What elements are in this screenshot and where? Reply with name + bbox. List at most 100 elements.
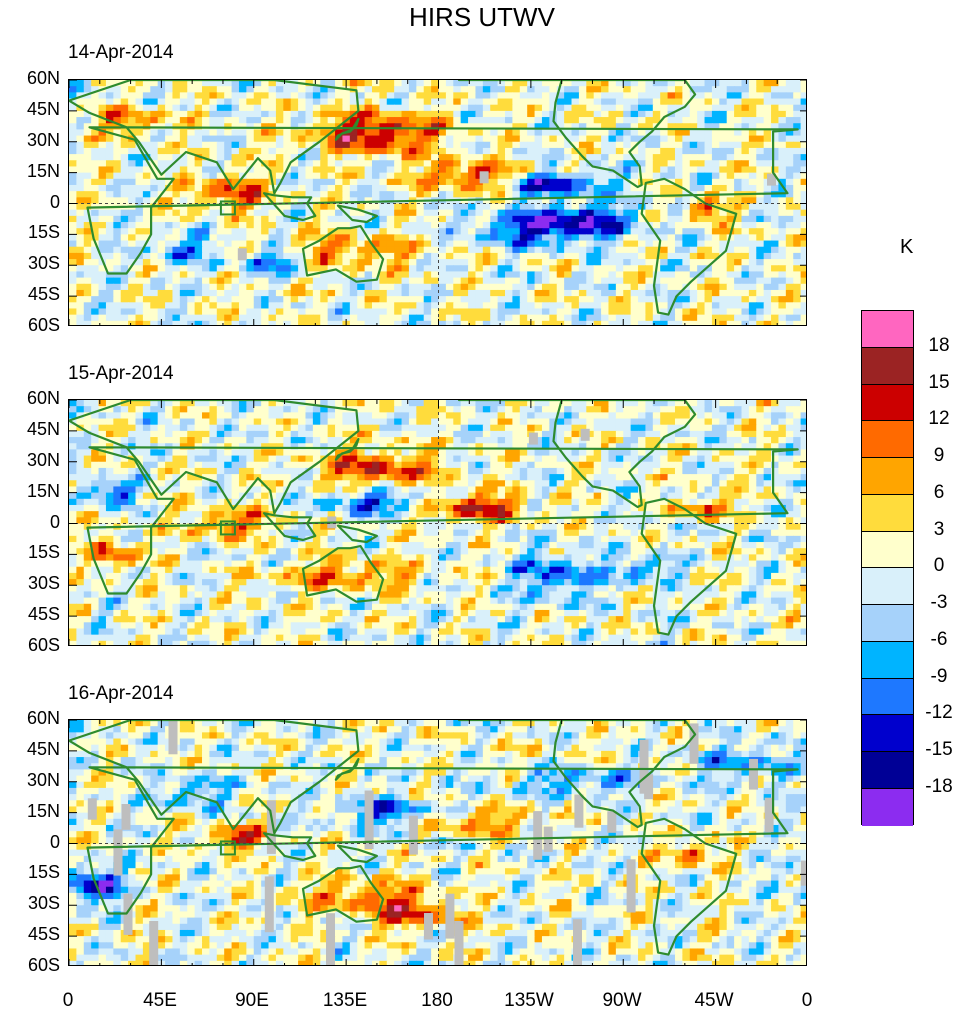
field-cell: [128, 141, 137, 149]
field-cell: [741, 160, 750, 168]
field-cell: [135, 209, 144, 217]
field-cell: [327, 234, 336, 242]
field-cell: [394, 110, 403, 118]
field-cell: [667, 252, 676, 260]
field-cell: [172, 259, 181, 266]
field-cell: [697, 222, 706, 229]
field-cell: [91, 104, 100, 112]
field-cell: [349, 296, 358, 303]
field-cell: [682, 406, 691, 413]
field-cell: [697, 129, 706, 137]
field-cell: [298, 424, 307, 432]
field-cell: [83, 259, 92, 266]
field-cell: [113, 86, 122, 93]
field-cell: [209, 178, 218, 186]
field-cell: [408, 129, 417, 137]
field-cell: [689, 283, 698, 291]
field-cell: [527, 209, 536, 217]
field-cell: [638, 449, 647, 457]
field-cell: [209, 80, 218, 87]
field-cell: [320, 117, 329, 124]
field-cell: [482, 240, 491, 248]
field-cell: [216, 135, 225, 143]
field-cell: [386, 412, 395, 420]
field-cell: [268, 222, 277, 229]
field-cell: [371, 154, 380, 161]
field-cell: [386, 166, 395, 174]
field-cell: [120, 178, 129, 186]
field-cell: [519, 203, 528, 211]
field-cell: [335, 191, 344, 198]
field-cell: [527, 246, 536, 254]
field-cell: [83, 302, 92, 310]
field-cell: [69, 160, 77, 168]
field-cell: [172, 222, 181, 229]
field-cell: [682, 271, 691, 279]
field-cell: [364, 296, 373, 303]
field-cell: [105, 135, 114, 143]
field-cell: [711, 308, 720, 316]
field-cell: [741, 437, 750, 444]
field-cell: [778, 252, 787, 260]
field-cell: [105, 104, 114, 112]
field-cell: [593, 184, 602, 192]
field-cell: [534, 80, 543, 87]
field-cell: [741, 141, 750, 149]
field-cell: [482, 296, 491, 303]
field-cell: [682, 265, 691, 273]
field-cell: [394, 166, 403, 174]
field-cell: [91, 246, 100, 254]
field-cell: [534, 222, 543, 229]
field-cell: [320, 412, 329, 420]
field-cell: [475, 289, 484, 297]
field-cell: [778, 228, 787, 235]
field-cell: [371, 129, 380, 137]
field-cell: [564, 110, 573, 118]
field-cell: [128, 283, 137, 291]
field-cell: [69, 259, 77, 266]
field-cell: [564, 271, 573, 279]
field-cell: [704, 129, 713, 137]
field-cell: [423, 98, 432, 106]
field-cell: [608, 123, 617, 130]
field-cell: [165, 98, 174, 106]
field-cell: [342, 110, 351, 118]
field-cell: [342, 418, 351, 426]
field-cell: [91, 271, 100, 279]
field-cell: [253, 110, 262, 118]
field-cell: [719, 418, 728, 426]
field-cell: [704, 277, 713, 285]
field-cell: [105, 430, 114, 438]
field-cell: [763, 283, 772, 291]
field-cell: [549, 141, 558, 149]
field-cell: [438, 265, 447, 273]
field-cell: [571, 246, 580, 254]
field-cell: [202, 265, 211, 273]
field-cell: [431, 92, 440, 100]
field-cell: [519, 252, 528, 260]
field-cell: [69, 443, 77, 450]
field-cell: [113, 234, 122, 242]
field-cell: [615, 265, 624, 273]
field-cell: [741, 110, 750, 118]
field-cell: [549, 178, 558, 186]
field-cell: [512, 320, 521, 325]
field-cell: [748, 271, 757, 279]
field-cell: [179, 98, 188, 106]
field-cell: [298, 160, 307, 168]
field-cell: [113, 215, 122, 223]
field-cell: [697, 209, 706, 217]
field-cell: [231, 160, 240, 168]
field-cell: [490, 252, 499, 260]
field-cell: [268, 209, 277, 217]
field-cell: [608, 412, 617, 420]
field-cell: [113, 240, 122, 248]
field-cell: [601, 209, 610, 217]
field-cell: [231, 104, 240, 112]
field-cell: [475, 234, 484, 242]
field-cell: [578, 277, 587, 285]
field-cell: [667, 246, 676, 254]
field-cell: [423, 141, 432, 149]
field-cell: [445, 320, 454, 325]
field-cell: [468, 246, 477, 254]
